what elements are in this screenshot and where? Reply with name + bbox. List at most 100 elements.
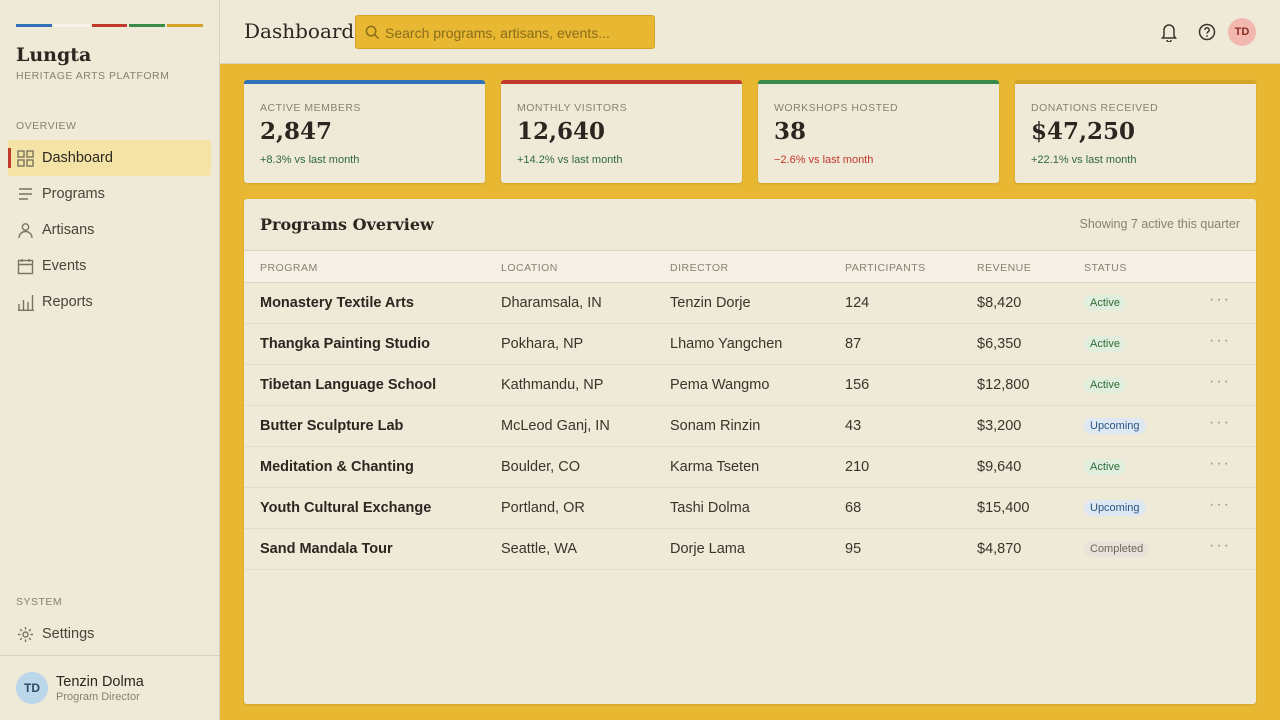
section-label: SYSTEM	[16, 596, 63, 608]
table-row: Thangka Painting Studio Pokhara, NP Lhamo …	[244, 324, 1256, 365]
program-name: Youth Cultural Exchange	[260, 500, 432, 516]
status-badge: Upcoming	[1084, 500, 1146, 516]
row-menu[interactable]: ···	[1209, 373, 1231, 390]
table-cell: $9,640	[977, 459, 1022, 475]
nav-icon	[17, 150, 34, 167]
nav-icon	[18, 627, 33, 642]
nav-label: Programs	[42, 186, 105, 202]
user-profile[interactable]: TD Tenzin Dolma Program Director	[0, 655, 219, 720]
stat-change: −2.6% vs last month	[774, 154, 874, 166]
table-cell: 95	[845, 541, 862, 557]
table-cell: 43	[845, 418, 862, 434]
stat-value: 2,847	[260, 118, 333, 145]
stat-label: ACTIVE MEMBERS	[260, 102, 361, 114]
nav-icon	[19, 188, 32, 200]
nav-label: Reports	[42, 294, 93, 310]
panel-title: Programs Overview	[260, 215, 434, 234]
nav-item[interactable]: Reports	[8, 284, 211, 320]
program-name: Thangka Painting Studio	[260, 336, 430, 352]
status-badge: Active	[1084, 336, 1126, 352]
program-name: Sand Mandala Tour	[260, 541, 393, 557]
program-name: Meditation & Chanting	[260, 459, 414, 475]
stat-card: WORKSHOPS HOSTED 38 −2.6% vs last month	[758, 80, 999, 183]
nav-item[interactable]: Dashboard	[8, 140, 211, 176]
nav-icon	[18, 223, 33, 239]
column-header: PROGRAM	[260, 262, 318, 274]
nav-label: Events	[42, 258, 87, 274]
table-cell: Portland, OR	[501, 500, 585, 516]
table-cell: Boulder, CO	[501, 459, 580, 475]
row-menu[interactable]: ···	[1209, 291, 1231, 308]
header-avatar[interactable]: TD	[1228, 18, 1256, 46]
program-name: Monastery Textile Arts	[260, 295, 414, 311]
table-cell: 124	[845, 295, 870, 311]
nav-item[interactable]: Artisans	[8, 212, 211, 248]
header: Dashboard Search programs, artisans, eve…	[220, 0, 1280, 64]
nav-item[interactable]: Programs	[8, 176, 211, 212]
status-badge: Active	[1084, 377, 1126, 393]
tagline: HERITAGE ARTS PLATFORM	[16, 70, 170, 82]
column-header: LOCATION	[501, 262, 558, 274]
nav-icon	[17, 259, 34, 275]
table-cell: 68	[845, 500, 862, 516]
table-cell: 156	[845, 377, 870, 393]
column-header: PARTICIPANTS	[845, 262, 926, 274]
nav-item[interactable]: Settings	[8, 616, 211, 652]
table-cell: 87	[845, 336, 862, 352]
stat-value: 12,640	[517, 118, 606, 145]
sidebar: Lungta HERITAGE ARTS PLATFORM OVERVIEW Da…	[0, 0, 220, 720]
row-menu[interactable]: ···	[1209, 537, 1231, 554]
stat-card: MONTHLY VISITORS 12,640 +14.2% vs last mon…	[501, 80, 742, 183]
programs-panel: Programs Overview Showing 7 active this …	[244, 199, 1256, 704]
column-header: DIRECTOR	[670, 262, 729, 274]
table-row: Meditation & Chanting Boulder, CO Karma Ts…	[244, 447, 1256, 488]
table-row: Youth Cultural Exchange Portland, OR Tashi…	[244, 488, 1256, 529]
brand: Lungta	[16, 44, 92, 66]
avatar: TD	[16, 672, 48, 704]
section-label: OVERVIEW	[16, 120, 77, 132]
user-name: Tenzin Dolma	[56, 674, 144, 690]
status-badge: Upcoming	[1084, 418, 1146, 434]
row-menu[interactable]: ···	[1209, 455, 1231, 472]
column-header: STATUS	[1084, 262, 1127, 274]
table-cell: $3,200	[977, 418, 1022, 434]
nav-item[interactable]: Events	[8, 248, 211, 284]
row-menu[interactable]: ···	[1209, 496, 1231, 513]
row-menu[interactable]: ···	[1209, 332, 1231, 349]
nav-icon	[18, 295, 34, 311]
stat-card: ACTIVE MEMBERS 2,847 +8.3% vs last month	[244, 80, 485, 183]
table-cell: Pokhara, NP	[501, 336, 584, 352]
stat-label: WORKSHOPS HOSTED	[774, 102, 899, 114]
table-row: Butter Sculpture Lab McLeod Ganj, IN Sonam…	[244, 406, 1256, 447]
status-badge: Active	[1084, 295, 1126, 311]
table-cell: $8,420	[977, 295, 1022, 311]
table-cell: McLeod Ganj, IN	[501, 418, 610, 434]
help-button[interactable]	[1198, 23, 1216, 41]
table-cell: Pema Wangmo	[670, 377, 770, 393]
row-menu[interactable]: ···	[1209, 414, 1231, 431]
stat-change: +14.2% vs last month	[517, 154, 623, 166]
table-row: Tibetan Language School Kathmandu, NP Pema…	[244, 365, 1256, 406]
search-placeholder: Search programs, artisans, events...	[385, 25, 610, 41]
notifications-button[interactable]	[1160, 22, 1178, 42]
stat-change: +8.3% vs last month	[260, 154, 360, 166]
table-cell: Sonam Rinzin	[670, 418, 761, 434]
program-name: Tibetan Language School	[260, 377, 437, 393]
table-cell: $4,870	[977, 541, 1022, 557]
table-cell: 210	[845, 459, 870, 475]
stat-value: 38	[774, 118, 807, 145]
status-badge: Active	[1084, 459, 1126, 475]
user-role: Program Director	[56, 691, 140, 703]
stat-change: +22.1% vs last month	[1031, 154, 1137, 166]
table-cell: Kathmandu, NP	[501, 377, 604, 393]
status-badge: Completed	[1084, 541, 1150, 557]
table-header: PROGRAM LOCATION DIRECTOR PARTICIPANTS REVEN…	[244, 250, 1256, 283]
table-cell: Seattle, WA	[501, 541, 578, 557]
table-cell: $6,350	[977, 336, 1022, 352]
search-icon	[365, 25, 380, 40]
program-name: Butter Sculpture Lab	[260, 418, 404, 434]
nav-label: Dashboard	[42, 150, 113, 166]
search-box[interactable]: Search programs, artisans, events...	[355, 15, 655, 49]
table-row: Sand Mandala Tour Seattle, WA Dorje Lama 95…	[244, 529, 1256, 570]
